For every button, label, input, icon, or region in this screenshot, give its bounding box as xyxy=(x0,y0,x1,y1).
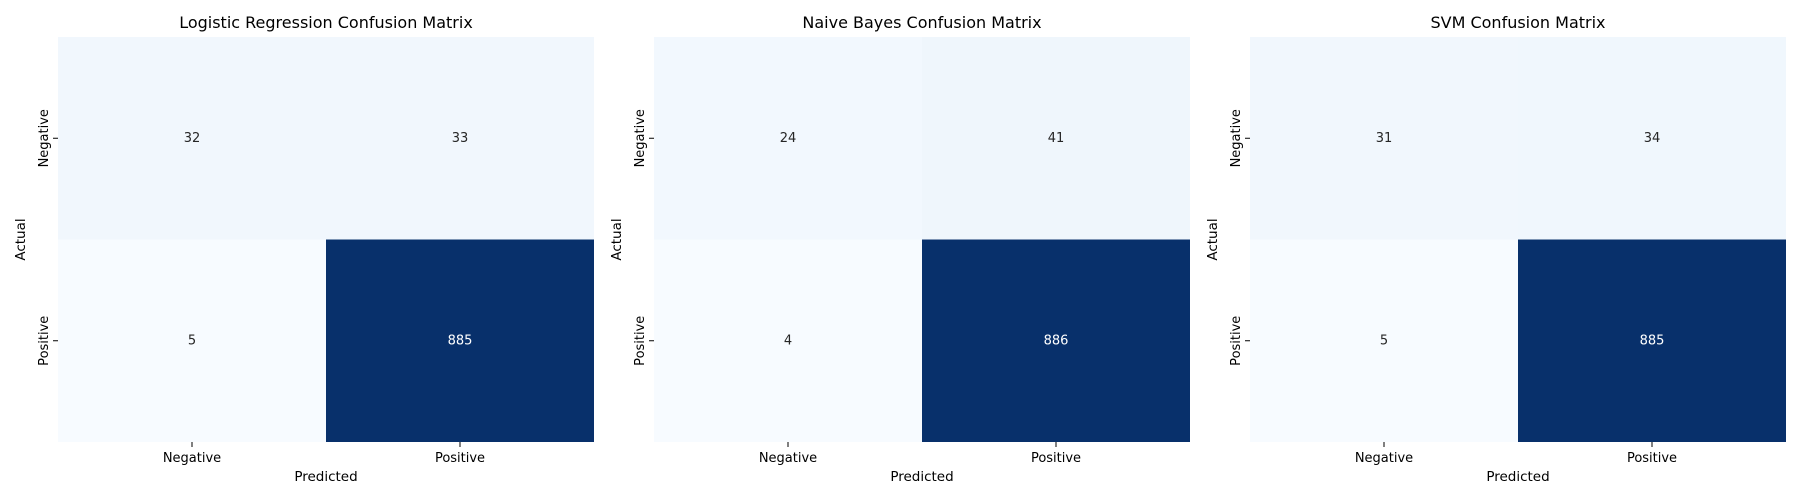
heatmap-cell xyxy=(922,239,1190,442)
heatmap-cell xyxy=(1518,37,1786,240)
cell-value-label: 41 xyxy=(1048,131,1065,146)
cell-value-label: 4 xyxy=(784,333,792,348)
x-tick-label: Positive xyxy=(435,451,485,466)
heatmap-panel-2: 24 41 4 886 Naive Bayes Confusion Matrix Nega… xyxy=(609,13,1190,485)
x-tick-label: Negative xyxy=(163,451,221,466)
heatmap-panel-3: 31 34 5 885 SVM Confusion Matrix Negative Posi… xyxy=(1205,13,1786,485)
heatmap-cell xyxy=(1250,37,1518,240)
cell-value-label: 31 xyxy=(1376,131,1393,146)
heatmap-cell xyxy=(1518,239,1786,442)
chart-title: SVM Confusion Matrix xyxy=(1430,13,1605,32)
heatmap-cell xyxy=(326,37,594,240)
x-tick-label: Positive xyxy=(1627,451,1677,466)
heatmap-panel-1: 32 33 5 885 Logistic Regression Confusion Ma… xyxy=(13,13,594,485)
heatmap-cell xyxy=(922,37,1190,240)
y-tick-label: Positive xyxy=(633,316,648,366)
cell-value-label: 24 xyxy=(780,131,797,146)
x-axis-label: Predicted xyxy=(1486,469,1549,485)
y-tick-label: Negative xyxy=(37,109,52,167)
chart-title: Naive Bayes Confusion Matrix xyxy=(802,13,1041,32)
heatmap-cell xyxy=(58,239,326,442)
x-axis-label: Predicted xyxy=(294,469,357,485)
cell-value-label: 885 xyxy=(1640,333,1665,348)
heatmap-cell xyxy=(58,37,326,240)
cell-value-label: 886 xyxy=(1044,333,1069,348)
x-tick-label: Positive xyxy=(1031,451,1081,466)
cell-value-label: 5 xyxy=(1380,333,1388,348)
y-tick-label: Positive xyxy=(37,316,52,366)
x-axis-label: Predicted xyxy=(890,469,953,485)
y-tick-label: Negative xyxy=(1229,109,1244,167)
heatmap-cell xyxy=(326,239,594,442)
y-axis-label: Actual xyxy=(13,218,29,260)
cell-value-label: 32 xyxy=(184,131,201,146)
y-tick-label: Positive xyxy=(1229,316,1244,366)
cell-value-label: 33 xyxy=(452,131,469,146)
cell-value-label: 5 xyxy=(188,333,196,348)
x-tick-label: Negative xyxy=(1355,451,1413,466)
x-tick-label: Negative xyxy=(759,451,817,466)
heatmap-cell xyxy=(1250,239,1518,442)
heatmap-cell xyxy=(654,239,922,442)
y-axis-label: Actual xyxy=(609,218,625,260)
heatmap-cell xyxy=(654,37,922,240)
cell-value-label: 885 xyxy=(448,333,473,348)
y-axis-label: Actual xyxy=(1205,218,1221,260)
cell-value-label: 34 xyxy=(1644,131,1661,146)
chart-title: Logistic Regression Confusion Matrix xyxy=(179,13,473,32)
y-tick-label: Negative xyxy=(633,109,648,167)
